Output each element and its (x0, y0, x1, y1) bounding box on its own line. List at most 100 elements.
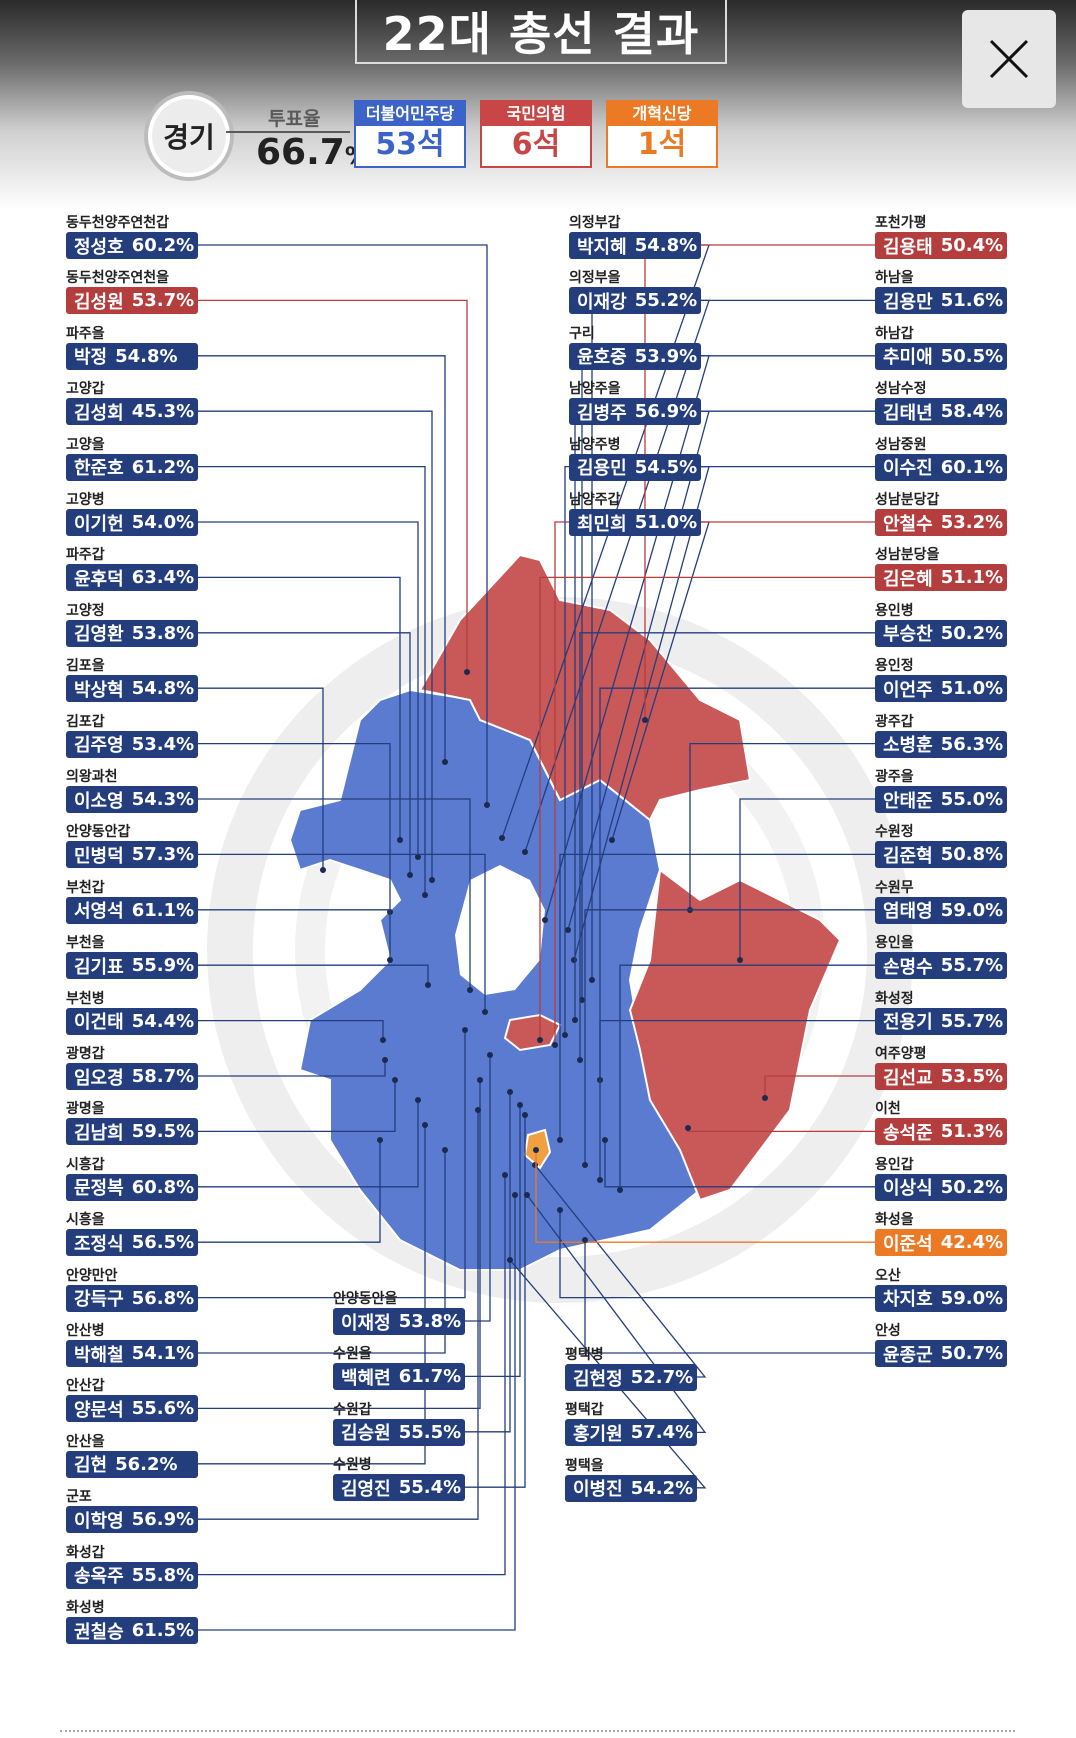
leader-line (559, 853, 875, 1140)
district-result: 정성호 60.2% (66, 232, 198, 259)
district-result: 김영환 53.8% (66, 619, 198, 647)
vote-share: 50.4% (940, 235, 1004, 256)
district-name: 화성병 (66, 1600, 105, 1616)
district-name: 화성정 (875, 990, 914, 1007)
district-name: 수원무 (875, 879, 914, 896)
vote-share: 60.1% (940, 456, 1004, 478)
district-result: 김용민 54.5% (569, 453, 701, 481)
district-name: 수원갑 (333, 1401, 372, 1418)
district-dot (524, 1192, 530, 1198)
vote-share: 56.2% (115, 1453, 178, 1475)
district-dot (597, 1177, 603, 1183)
map-region-ppp-east (628, 868, 842, 1202)
district-result: 문정복 60.8% (66, 1173, 198, 1201)
leader-line (198, 742, 391, 912)
party-name: 국민의힘 (482, 102, 590, 126)
district-dot (737, 957, 743, 963)
district-name: 안양동안갑 (66, 824, 131, 841)
leader-line (465, 1105, 521, 1378)
leader-line (604, 1140, 875, 1188)
close-button[interactable] (962, 10, 1056, 108)
district-dot (422, 892, 428, 898)
vote-share: 61.2% (131, 456, 195, 478)
district-result: 김용태 50.4% (875, 232, 1007, 259)
district-result: 윤종군 50.7% (875, 1340, 1007, 1367)
vote-share: 60.2% (131, 235, 195, 256)
vote-share: 55.0% (940, 789, 1004, 810)
candidate-name: 송석준 (883, 1122, 933, 1144)
district-result: 박해철 54.1% (66, 1340, 198, 1367)
map-seoul-hole (455, 865, 545, 995)
map-region-ppp-north (418, 553, 752, 822)
district-dot (475, 1107, 481, 1113)
district-dot (557, 1137, 563, 1143)
district-dot (442, 1147, 448, 1153)
district-name: 포천가평 (875, 215, 927, 231)
district-dot (762, 1095, 768, 1101)
candidate-name: 김성원 (74, 291, 124, 313)
district-result: 김준혁 50.8% (875, 841, 1007, 869)
vote-share: 51.1% (940, 567, 1004, 589)
district-dot (425, 982, 431, 988)
vote-share: 55.4% (398, 1477, 462, 1499)
leader-line (554, 521, 875, 1045)
district-name: 하남갑 (875, 325, 914, 342)
district-name: 이천 (875, 1101, 901, 1118)
district-name: 남양주갑 (569, 492, 621, 508)
district-name: 평택을 (565, 1457, 604, 1474)
candidate-name: 홍기원 (573, 1423, 623, 1445)
district-result: 권칠승 61.5% (66, 1617, 198, 1644)
vote-share: 50.8% (940, 844, 1004, 866)
candidate-name: 안철수 (883, 513, 933, 535)
vote-share: 56.8% (131, 1287, 195, 1309)
district-result: 김은혜 51.1% (875, 564, 1007, 592)
candidate-name: 김병주 (577, 402, 627, 424)
district-name: 남양주병 (569, 436, 621, 453)
district-name: 성남분당갑 (875, 492, 940, 508)
vote-share: 53.8% (131, 622, 195, 644)
candidate-name: 이학영 (74, 1510, 124, 1532)
district-result: 한준호 61.2% (66, 453, 198, 481)
candidate-name: 이재정 (341, 1312, 391, 1334)
candidate-name: 김영환 (74, 624, 124, 646)
vote-share: 58.4% (940, 401, 1004, 423)
district-dot (522, 1112, 528, 1118)
district-result: 윤호중 53.9% (569, 342, 701, 370)
candidate-name: 김준혁 (883, 845, 933, 867)
district-dot (502, 1172, 508, 1178)
district-result: 조정식 56.5% (66, 1229, 198, 1257)
vote-share: 54.3% (131, 789, 195, 810)
candidate-name: 김용만 (883, 291, 933, 313)
vote-share: 60.8% (131, 1176, 195, 1198)
district-result: 김기표 55.9% (66, 952, 198, 980)
leader-line (509, 1259, 707, 1489)
vote-share: 42.4% (940, 1232, 1004, 1254)
leader-line (198, 244, 488, 805)
leader-line (198, 964, 429, 985)
district-name: 평택갑 (565, 1402, 604, 1419)
candidate-name: 최민희 (577, 513, 627, 535)
district-result: 윤후덕 63.4% (66, 564, 198, 592)
district-dot (422, 1122, 428, 1128)
candidate-name: 전용기 (883, 1012, 933, 1034)
vote-share: 55.8% (131, 1564, 195, 1586)
vote-share: 54.1% (131, 1343, 195, 1364)
district-name: 평택병 (565, 1347, 604, 1363)
district-result: 이언주 51.0% (875, 675, 1007, 703)
candidate-name: 정성호 (74, 236, 124, 258)
candidate-name: 김선교 (883, 1067, 933, 1089)
district-dot (487, 1052, 493, 1058)
candidate-name: 이언주 (883, 679, 933, 701)
district-result: 손명수 55.7% (875, 952, 1007, 980)
candidate-name: 조정식 (74, 1233, 124, 1255)
candidate-name: 이병진 (573, 1479, 623, 1501)
district-name: 고양을 (66, 436, 105, 453)
party-name: 개혁신당 (608, 102, 716, 126)
party-box: 개혁신당 1석 (606, 100, 718, 168)
district-result: 이재정 53.8% (333, 1308, 465, 1335)
district-name: 고양정 (66, 602, 105, 619)
vote-share: 54.0% (131, 512, 195, 533)
leader-line (539, 576, 875, 1040)
district-result: 이병진 54.2% (565, 1474, 697, 1502)
district-name: 성남분당을 (875, 547, 940, 564)
